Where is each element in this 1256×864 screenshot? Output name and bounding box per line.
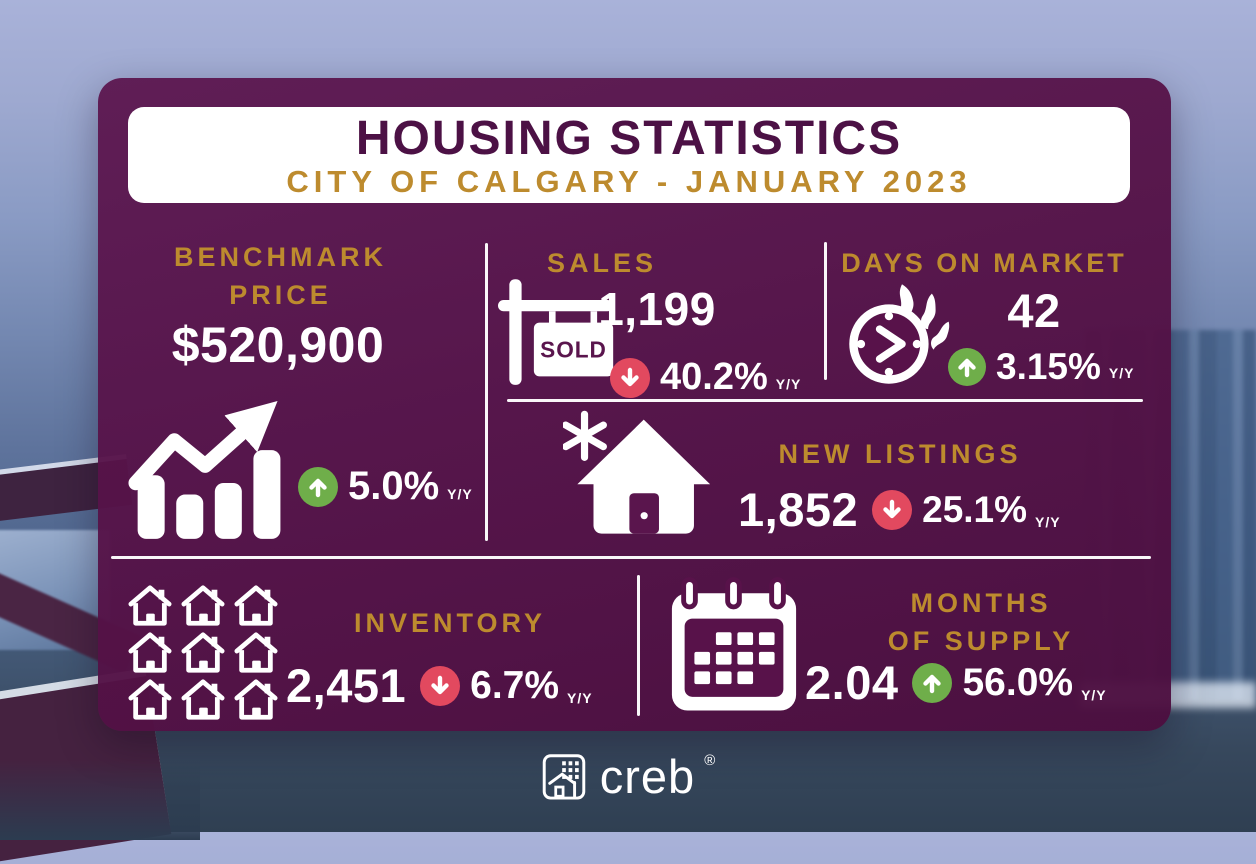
background-water <box>0 760 200 840</box>
new-listings-change-pct: 25.1% <box>922 488 1028 530</box>
new-listings-label: NEW LISTINGS <box>778 439 1022 469</box>
vertical-divider <box>637 575 640 716</box>
months-of-supply-value: 2.04 <box>805 656 899 709</box>
sales-change: 40.2% Y/Y <box>610 356 801 399</box>
brand-logo: creb ® <box>0 750 1256 802</box>
sales-label: SALES <box>546 248 658 278</box>
up-arrow-icon <box>948 348 986 386</box>
bar-chart-up-icon <box>128 400 281 539</box>
sold-sign-icon: SOLD <box>498 279 614 385</box>
new-listings-period: Y/Y <box>1035 514 1061 530</box>
sales-change-pct: 40.2% <box>660 356 768 398</box>
down-arrow-icon <box>610 357 650 398</box>
inventory-value: 2,451 <box>286 659 407 712</box>
vertical-divider <box>824 242 827 380</box>
inventory-label: INVENTORY <box>353 608 547 638</box>
registered-mark: ® <box>704 752 716 769</box>
inventory-period: Y/Y <box>567 690 593 706</box>
inventory-change-pct: 6.7% <box>470 663 560 707</box>
benchmark-price-label: BENCHMARK PRICE <box>174 242 387 311</box>
benchmark-price-value: $520,900 <box>171 317 385 373</box>
days-on-market-label: DAYS ON MARKET <box>841 248 1127 278</box>
sales-value: 1,199 <box>598 283 716 335</box>
house-icon <box>128 585 172 626</box>
days-on-market-value: 42 <box>1007 284 1061 337</box>
house-icon <box>128 632 172 673</box>
benchmark-price-change-pct: 5.0% <box>348 464 440 508</box>
houses-grid-icon <box>126 584 280 722</box>
calendar-icon <box>671 577 797 711</box>
page-subtitle: CITY OF CALGARY - JANUARY 2023 <box>286 164 972 200</box>
stats-card: HOUSING STATISTICS CITY OF CALGARY - JAN… <box>98 78 1171 731</box>
new-listings-value: 1,852 <box>738 483 859 536</box>
horizontal-divider <box>507 399 1143 402</box>
new-listings-change: 1,852 25.1% Y/Y <box>738 482 1061 537</box>
vertical-divider <box>485 243 488 541</box>
horizontal-divider <box>111 556 1151 559</box>
inventory-change: 2,451 6.7% Y/Y <box>286 658 593 713</box>
house-icon <box>234 632 278 673</box>
down-arrow-icon <box>872 489 913 530</box>
house-icon <box>234 585 278 626</box>
months-of-supply-change: 2.04 56.0% Y/Y <box>805 655 1107 710</box>
brand-name: creb <box>599 749 696 803</box>
days-on-market-change-pct: 3.15% <box>996 346 1101 387</box>
house-icon <box>234 679 278 720</box>
creb-logo-icon <box>542 754 586 800</box>
clock-fire-icon <box>849 284 950 384</box>
house-icon <box>181 632 225 673</box>
page-title: HOUSING STATISTICS <box>355 112 903 165</box>
months-of-supply-period: Y/Y <box>1081 687 1107 703</box>
months-of-supply-label: MONTHS OF SUPPLY <box>887 588 1075 656</box>
sold-sign-text: SOLD <box>540 337 607 363</box>
benchmark-price-period: Y/Y <box>447 486 473 502</box>
down-arrow-icon <box>420 665 461 706</box>
new-house-icon <box>563 410 711 534</box>
months-of-supply-change-pct: 56.0% <box>962 660 1074 704</box>
benchmark-price-change: 5.0% Y/Y <box>298 464 473 509</box>
days-on-market-period: Y/Y <box>1108 365 1135 381</box>
sales-period: Y/Y <box>775 376 802 392</box>
house-icon <box>181 679 225 720</box>
days-on-market-change: 3.15% Y/Y <box>948 346 1135 388</box>
house-icon <box>181 585 225 626</box>
header-banner: HOUSING STATISTICS CITY OF CALGARY - JAN… <box>128 107 1130 203</box>
house-icon <box>128 679 172 720</box>
up-arrow-icon <box>298 466 338 507</box>
up-arrow-icon <box>912 662 953 703</box>
